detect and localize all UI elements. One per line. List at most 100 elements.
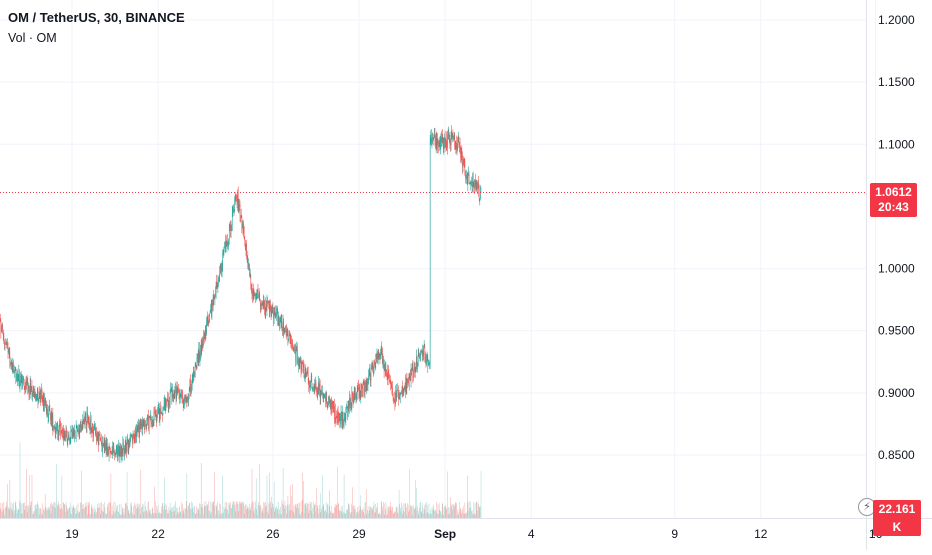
candle-body bbox=[29, 393, 30, 395]
candle-body bbox=[92, 428, 94, 437]
volume-bar bbox=[345, 513, 347, 518]
candle-body bbox=[422, 350, 424, 357]
candle-body bbox=[351, 404, 352, 406]
volume-bar bbox=[462, 508, 463, 518]
volume-bar bbox=[444, 505, 446, 518]
candle-body bbox=[441, 137, 442, 143]
candle-body bbox=[203, 333, 205, 338]
candle-body bbox=[153, 420, 154, 426]
volume-bar bbox=[355, 514, 357, 518]
volume-bar bbox=[424, 505, 426, 518]
candle-body bbox=[13, 363, 14, 373]
volume-bar bbox=[434, 510, 435, 518]
volume-bar bbox=[328, 506, 330, 518]
candle-body bbox=[350, 404, 351, 406]
volume-bar bbox=[412, 506, 413, 518]
volume-bar bbox=[106, 513, 107, 518]
candle-body bbox=[251, 284, 253, 294]
volume-bar bbox=[380, 502, 382, 518]
candle-body bbox=[343, 423, 344, 425]
candle-body bbox=[260, 305, 262, 307]
volume-bar bbox=[331, 512, 333, 518]
volume-bar bbox=[313, 501, 314, 518]
candle-body bbox=[367, 382, 369, 385]
volume-bar bbox=[319, 512, 321, 518]
volume-bar bbox=[49, 510, 51, 518]
candle-body bbox=[104, 439, 105, 447]
candle-body bbox=[461, 151, 462, 158]
volume-bar bbox=[322, 505, 324, 518]
volume-bar bbox=[359, 510, 360, 518]
candle-body bbox=[361, 384, 363, 389]
candle-body bbox=[296, 347, 297, 361]
volume-bar bbox=[239, 501, 240, 518]
candle-body bbox=[241, 215, 242, 217]
candle-body bbox=[319, 384, 321, 398]
volume-indicator-label[interactable]: Vol · OM bbox=[8, 31, 57, 45]
volume-bar bbox=[206, 505, 207, 518]
volume-bar bbox=[89, 501, 90, 518]
volume-bar bbox=[199, 513, 201, 518]
volume-bar bbox=[46, 509, 47, 518]
volume-bar bbox=[129, 513, 130, 518]
volume-bar bbox=[359, 506, 361, 518]
symbol-title[interactable]: OM / TetherUS, 30, BINANCE bbox=[8, 10, 185, 25]
candle-body bbox=[303, 364, 304, 368]
chart-legend: OM / TetherUS, 30, BINANCE Vol · OM bbox=[8, 8, 185, 48]
volume-bar bbox=[456, 503, 457, 518]
candle-body bbox=[296, 347, 298, 350]
volume-bar bbox=[7, 484, 8, 518]
volume-bar bbox=[295, 504, 296, 518]
candle-body bbox=[17, 373, 18, 383]
volume-bar bbox=[202, 507, 204, 518]
volume-bar bbox=[75, 513, 76, 518]
candle-body bbox=[362, 388, 363, 397]
volume-bar bbox=[404, 511, 405, 518]
candle-body bbox=[458, 137, 460, 146]
volume-bar bbox=[281, 514, 282, 518]
volume-bar bbox=[342, 505, 343, 518]
candle-body bbox=[53, 427, 55, 429]
volume-bar bbox=[252, 510, 254, 518]
candle-body bbox=[147, 416, 149, 418]
volume-bar bbox=[40, 508, 41, 518]
volume-bar bbox=[478, 506, 480, 518]
candle-body bbox=[410, 369, 412, 382]
volume-bar bbox=[74, 507, 75, 518]
candle-body bbox=[28, 386, 29, 388]
volume-bar bbox=[464, 502, 466, 518]
volume-bar bbox=[388, 506, 389, 518]
candle-body bbox=[473, 186, 475, 188]
candle-body bbox=[157, 410, 159, 415]
candle-body bbox=[199, 353, 201, 360]
candle-body bbox=[460, 151, 461, 158]
price-axis[interactable]: 1.20001.15001.10001.00000.95000.90000.85… bbox=[866, 0, 916, 550]
volume-bar bbox=[261, 512, 262, 518]
candle-body bbox=[383, 368, 385, 371]
candle-body bbox=[324, 394, 325, 398]
candle-body bbox=[356, 395, 357, 399]
volume-bar bbox=[420, 502, 421, 518]
time-tick-label: 19 bbox=[65, 527, 79, 541]
candle-body bbox=[279, 321, 280, 326]
volume-bar bbox=[159, 514, 161, 518]
volume-bar bbox=[291, 495, 292, 518]
candle-body bbox=[297, 349, 298, 364]
volume-bar bbox=[111, 505, 113, 518]
volume-bar bbox=[96, 512, 97, 518]
volume-bar bbox=[142, 503, 143, 518]
volume-bar bbox=[93, 514, 94, 518]
volume-bar bbox=[393, 513, 394, 518]
volume-bar bbox=[174, 510, 175, 518]
volume-bar bbox=[183, 508, 185, 518]
volume-bar bbox=[121, 514, 122, 518]
candle-body bbox=[300, 358, 302, 371]
candle-body bbox=[407, 378, 409, 382]
volume-bar bbox=[29, 475, 30, 518]
candle-body bbox=[370, 378, 371, 381]
volume-bar bbox=[373, 501, 375, 518]
candle-body bbox=[161, 411, 162, 413]
time-axis[interactable]: 19222629Sep491216 bbox=[0, 518, 932, 542]
